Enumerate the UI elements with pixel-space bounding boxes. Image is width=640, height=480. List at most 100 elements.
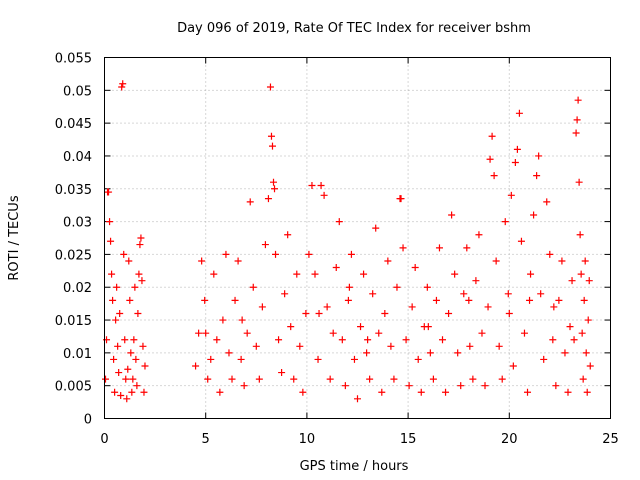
data-point	[134, 309, 142, 317]
data-point	[105, 188, 113, 196]
data-point	[411, 264, 419, 272]
data-point	[329, 329, 337, 337]
data-point	[533, 172, 541, 180]
data-point	[201, 296, 209, 304]
data-point	[414, 355, 422, 363]
data-point	[435, 244, 443, 252]
data-point	[366, 375, 374, 383]
data-point	[466, 342, 474, 350]
data-point	[490, 172, 498, 180]
data-point	[216, 388, 224, 396]
data-point	[501, 218, 509, 226]
x-tick-labels: 0 5 10 15 20 25	[100, 432, 618, 447]
data-point	[577, 270, 585, 278]
data-point	[240, 382, 248, 390]
data-point	[136, 241, 144, 249]
data-point	[375, 329, 383, 337]
data-point	[517, 237, 525, 245]
data-point	[586, 362, 594, 370]
data-point	[475, 231, 483, 239]
data-point	[498, 375, 506, 383]
data-point	[311, 270, 319, 278]
data-point	[137, 234, 145, 242]
data-point	[228, 375, 236, 383]
y-tick-label: 0.015	[55, 314, 92, 329]
data-point	[579, 375, 587, 383]
data-point	[305, 250, 313, 258]
data-point	[402, 336, 410, 344]
data-point	[408, 303, 416, 311]
data-point	[234, 257, 242, 265]
y-tick-label: 0.055	[55, 52, 92, 67]
data-point	[243, 329, 251, 337]
data-point	[302, 309, 310, 317]
data-point	[296, 342, 304, 350]
data-point	[138, 277, 146, 285]
data-point	[393, 283, 401, 291]
data-point	[561, 349, 569, 357]
data-point	[481, 382, 489, 390]
data-point	[513, 145, 521, 153]
data-point	[127, 349, 135, 357]
y-tick-label: 0	[84, 413, 92, 428]
data-point	[504, 290, 512, 298]
data-point	[582, 349, 590, 357]
data-point	[454, 349, 462, 357]
y-tick-label: 0.03	[63, 216, 92, 231]
data-point	[363, 349, 371, 357]
data-point	[555, 296, 563, 304]
data-point	[264, 195, 272, 203]
data-point	[219, 316, 227, 324]
data-point	[132, 355, 140, 363]
data-point	[574, 96, 582, 104]
data-point	[317, 181, 325, 189]
data-point	[566, 323, 574, 331]
data-point	[347, 250, 355, 258]
data-point	[578, 329, 586, 337]
grid	[104, 57, 611, 419]
data-point	[583, 388, 591, 396]
data-point	[115, 369, 123, 377]
data-point	[568, 277, 576, 285]
data-point	[472, 277, 480, 285]
data-point	[527, 270, 535, 278]
data-point	[573, 116, 581, 124]
data-point	[509, 362, 517, 370]
data-point	[488, 132, 496, 140]
data-point	[451, 270, 459, 278]
data-point	[261, 241, 269, 249]
data-point	[364, 336, 372, 344]
data-point	[495, 342, 503, 350]
data-point	[390, 375, 398, 383]
data-point	[119, 80, 127, 88]
data-point	[570, 336, 578, 344]
data-point	[210, 270, 218, 278]
data-point	[290, 375, 298, 383]
data-point	[543, 198, 551, 206]
data-point	[520, 329, 528, 337]
data-point	[192, 362, 200, 370]
data-point	[222, 250, 230, 258]
data-point	[540, 355, 548, 363]
data-point	[131, 283, 139, 291]
data-point	[139, 342, 147, 350]
x-tick-label: 20	[501, 432, 518, 447]
data-point	[357, 323, 365, 331]
data-point	[335, 218, 343, 226]
data-point	[552, 382, 560, 390]
data-point	[107, 237, 115, 245]
data-point	[272, 250, 280, 258]
x-axis-label: GPS time / hours	[300, 459, 409, 474]
data-point	[360, 270, 368, 278]
data-point	[387, 342, 395, 350]
y-axis-label: ROTI / TECUs	[7, 195, 22, 280]
data-point	[492, 257, 500, 265]
x-tick-label: 5	[202, 432, 210, 447]
data-point	[424, 323, 432, 331]
x-tick-label: 25	[602, 432, 619, 447]
data-point	[122, 375, 130, 383]
data-point	[372, 224, 380, 232]
data-point	[381, 309, 389, 317]
data-point	[445, 309, 453, 317]
